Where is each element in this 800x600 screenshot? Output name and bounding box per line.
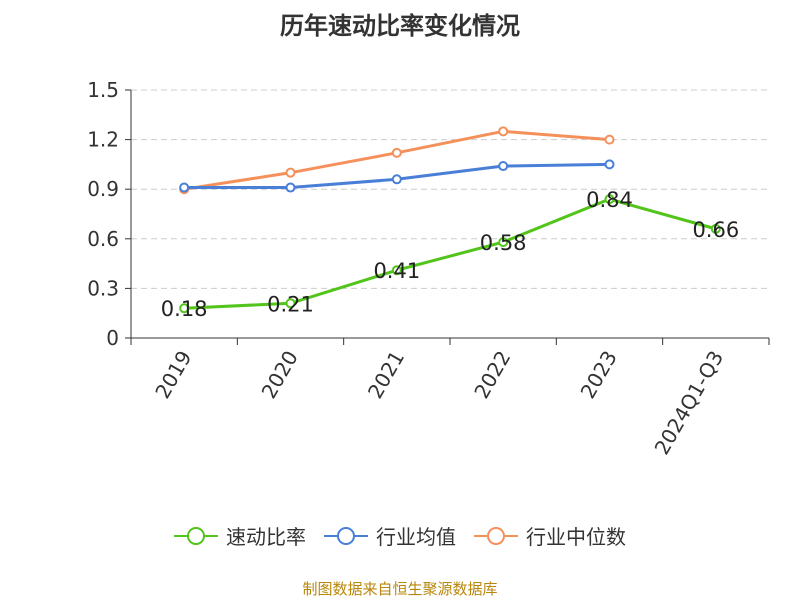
x-tick-label: 2022 [469, 346, 515, 402]
legend-label: 行业均值 [376, 525, 456, 549]
data-point [498, 161, 509, 172]
y-tick-label: 1.2 [87, 128, 119, 152]
data-point [604, 194, 615, 205]
data-point [710, 223, 721, 234]
source-note: 制图数据来自恒生聚源数据库 [302, 580, 498, 598]
legend-item-quick-ratio[interactable]: 速动比率 [174, 521, 306, 550]
series-line [184, 197, 717, 310]
legend-marker-icon [474, 526, 518, 545]
y-tick-label: 0.6 [87, 227, 119, 251]
data-label: 0.41 [373, 259, 420, 283]
x-tick-label: 2023 [576, 347, 622, 403]
y-tick-label: 0 [106, 326, 119, 350]
data-point [391, 174, 402, 185]
data-point [604, 159, 615, 170]
legend-item-industry-mean[interactable]: 行业均值 [324, 521, 456, 550]
y-tick-label: 1.5 [87, 78, 119, 102]
data-label: 0.21 [267, 292, 314, 316]
data-point [391, 147, 402, 158]
data-point [498, 237, 509, 248]
data-point [391, 265, 402, 276]
x-tick-label: 2020 [257, 347, 303, 403]
y-tick-label: 0.9 [87, 177, 119, 201]
legend-marker-icon [324, 526, 368, 545]
chart-title: 历年速动比率变化情况 [280, 12, 520, 40]
data-label: 0.18 [161, 297, 208, 321]
x-tick-label: 2019 [150, 347, 196, 403]
data-label: 0.66 [692, 218, 739, 242]
data-point [285, 182, 296, 193]
data-label: 0.84 [586, 188, 633, 212]
data-label: 0.58 [480, 231, 527, 255]
legend-label: 速动比率 [226, 525, 306, 549]
data-point [604, 134, 615, 145]
data-point [285, 167, 296, 178]
legend-item-industry-median[interactable]: 行业中位数 [474, 521, 626, 550]
legend-label: 行业中位数 [526, 525, 626, 549]
data-point [179, 182, 190, 193]
legend-marker-icon [174, 526, 218, 545]
legend: 速动比率 行业均值 行业中位数 [0, 521, 800, 550]
data-point [179, 303, 190, 314]
x-tick-label: 2021 [363, 347, 409, 403]
data-point [285, 298, 296, 309]
x-tick-label: 2024Q1-Q3 [649, 347, 728, 459]
data-point [498, 126, 509, 137]
y-tick-label: 0.3 [87, 276, 119, 300]
